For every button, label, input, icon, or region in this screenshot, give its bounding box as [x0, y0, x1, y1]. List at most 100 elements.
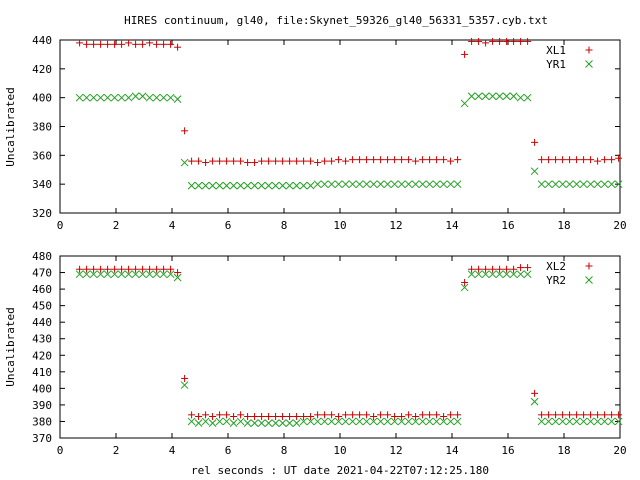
data-point-xl1: [153, 40, 161, 48]
plot-frame: [59, 255, 621, 439]
y-tick-label: 400: [32, 92, 52, 105]
data-point-yr2: [131, 270, 140, 279]
data-point-yr1: [96, 93, 105, 102]
data-point-xl1: [125, 39, 133, 47]
data-point-yr2: [292, 419, 301, 427]
data-point-yr2: [383, 417, 392, 426]
data-point-xl2: [258, 412, 266, 420]
data-point-yr1: [425, 180, 434, 189]
data-point-xl1: [188, 157, 196, 165]
legend-label: YR2: [546, 274, 566, 287]
data-point-yr1: [355, 180, 364, 189]
data-point-yr2: [474, 270, 483, 279]
data-point-yr2: [173, 273, 182, 282]
data-point-xl2: [202, 411, 210, 419]
data-point-xl2: [545, 411, 553, 419]
data-point-xl1: [286, 157, 294, 165]
data-point-xl1: [426, 156, 434, 164]
data-point-xl1: [209, 157, 217, 165]
data-point-yr2: [579, 417, 588, 426]
data-point-yr2: [201, 417, 210, 426]
x-tick-label: 4: [169, 444, 176, 457]
data-point-xl1: [265, 157, 273, 165]
data-point-yr1: [495, 92, 504, 101]
data-point-yr1: [327, 180, 336, 189]
legend-marker-yr1: [585, 60, 593, 68]
data-point-xl1: [391, 156, 399, 164]
data-point-yr1: [600, 180, 609, 189]
data-point-yr2: [369, 417, 378, 426]
data-point-xl1: [412, 157, 420, 165]
y-tick-label: 440: [32, 34, 52, 47]
data-point-yr1: [467, 92, 476, 101]
data-point-xl2: [468, 265, 476, 273]
y-tick-label: 420: [32, 63, 52, 76]
data-point-xl1: [405, 156, 413, 164]
data-point-yr1: [607, 180, 616, 189]
data-point-yr2: [488, 270, 497, 279]
data-point-yr2: [439, 417, 448, 426]
data-point-yr1: [264, 181, 273, 190]
y-tick-label: 340: [32, 178, 52, 191]
x-tick-label: 20: [613, 219, 626, 232]
data-point-yr1: [481, 92, 490, 101]
data-point-xl1: [531, 138, 539, 146]
data-point-yr1: [117, 93, 126, 102]
x-tick-label: 0: [57, 219, 64, 232]
data-point-xl1: [503, 37, 511, 45]
data-point-xl1: [559, 156, 567, 164]
data-point-yr2: [313, 417, 322, 426]
data-point-xl2: [573, 411, 581, 419]
data-point-xl1: [608, 156, 616, 164]
data-point-yr2: [110, 270, 119, 279]
data-point-yr2: [467, 270, 476, 279]
data-point-xl1: [272, 157, 280, 165]
data-point-yr1: [544, 180, 553, 189]
data-point-yr2: [208, 419, 217, 427]
x-tick-label: 8: [281, 219, 288, 232]
data-point-xl1: [139, 40, 147, 48]
y-tick-label: 360: [32, 149, 52, 162]
data-point-yr1: [404, 180, 413, 189]
data-point-yr2: [334, 417, 343, 426]
data-point-xl2: [279, 412, 287, 420]
data-point-xl1: [510, 37, 518, 45]
data-point-xl1: [279, 157, 287, 165]
data-point-xl2: [174, 269, 182, 277]
data-point-yr2: [96, 270, 105, 279]
data-point-xl1: [258, 157, 266, 165]
data-point-xl2: [146, 265, 154, 273]
data-point-yr2: [229, 419, 238, 427]
data-point-xl1: [146, 39, 154, 47]
data-point-xl1: [132, 40, 140, 48]
data-point-yr2: [348, 417, 357, 426]
data-point-xl1: [594, 157, 602, 165]
data-point-yr1: [138, 92, 147, 101]
data-point-xl2: [132, 265, 140, 273]
chart-title: HIRES continuum, gl40, file:Skynet_59326…: [124, 14, 548, 27]
data-point-xl2: [356, 411, 364, 419]
data-point-yr2: [432, 417, 441, 426]
data-point-yr1: [334, 180, 343, 189]
data-point-xl2: [419, 411, 427, 419]
data-point-yr1: [446, 180, 455, 189]
data-point-yr2: [327, 417, 336, 426]
data-point-xl2: [139, 265, 147, 273]
data-point-yr1: [152, 93, 161, 102]
data-point-xl2: [580, 411, 588, 419]
data-point-yr2: [250, 419, 259, 427]
x-tick-label: 12: [389, 444, 402, 457]
data-point-yr1: [376, 180, 385, 189]
data-point-yr2: [495, 270, 504, 279]
data-point-yr2: [103, 270, 112, 279]
data-point-yr2: [75, 270, 84, 279]
data-point-yr1: [474, 92, 483, 101]
data-point-xl2: [286, 412, 294, 420]
y-tick-label: 380: [32, 415, 52, 428]
y-tick-label: 480: [32, 250, 52, 263]
data-point-xl1: [468, 37, 476, 45]
data-point-xl2: [538, 411, 546, 419]
data-point-yr1: [257, 181, 266, 190]
data-point-xl2: [489, 265, 497, 273]
x-tick-label: 6: [225, 444, 232, 457]
